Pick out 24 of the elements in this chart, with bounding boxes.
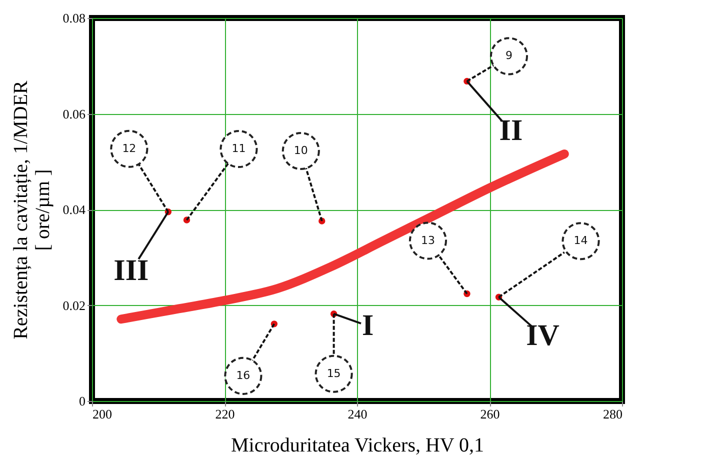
annotation: 12 bbox=[122, 142, 136, 155]
annotation: 16 bbox=[236, 368, 250, 382]
annotation: 14 bbox=[574, 234, 588, 248]
y-tick-label: 0.08 bbox=[62, 10, 86, 26]
annotation: 10 bbox=[294, 144, 308, 157]
y-tick-label: 0.06 bbox=[62, 106, 86, 122]
annotation: 11 bbox=[232, 142, 246, 156]
y-tick-label: 0.04 bbox=[62, 202, 86, 217]
y-tick-label: 0 bbox=[79, 394, 86, 408]
annotation: II bbox=[499, 114, 523, 148]
annotation: 13 bbox=[420, 234, 435, 247]
x-tick-label: 220 bbox=[215, 406, 235, 422]
x-axis-title: Microduritatea Vickers, HV 0,1 bbox=[231, 434, 484, 456]
x-tick-label: 200 bbox=[92, 406, 112, 422]
annotation: I bbox=[362, 308, 374, 342]
x-tick-label: 240 bbox=[348, 406, 368, 422]
x-tick-label: 260 bbox=[480, 406, 500, 422]
y-axis-title: Rezistența la cavitație, 1/MDER [ ore/µm ] bbox=[10, 80, 54, 340]
annotation: 15 bbox=[326, 366, 341, 380]
y-tick-label: 0.02 bbox=[62, 298, 86, 313]
annotation: III bbox=[114, 254, 149, 287]
annotation: IV bbox=[526, 319, 560, 352]
x-tick-label: 280 bbox=[603, 406, 622, 422]
annotation: 9 bbox=[505, 49, 512, 62]
